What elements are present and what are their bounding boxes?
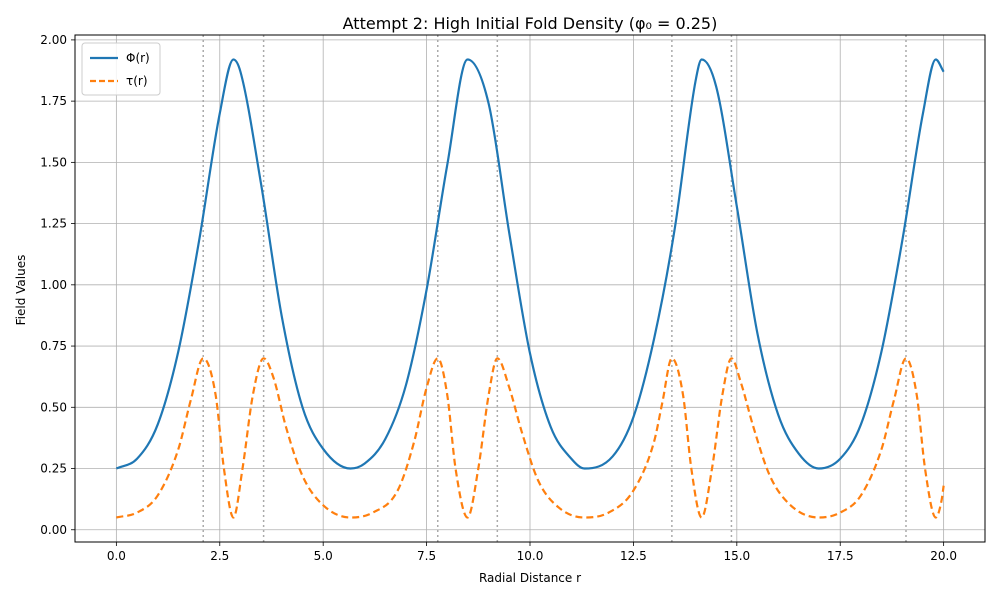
y-tick-label: 1.50 [40, 155, 67, 169]
y-axis-ticks: 0.00 0.25 0.50 0.75 1.00 1.25 1.50 1.75 2.00 [40, 33, 75, 537]
y-tick-label: 0.50 [40, 400, 67, 414]
x-tick-label: 12.5 [620, 549, 647, 563]
x-tick-label: 0.0 [107, 549, 126, 563]
series-line-tau [116, 357, 945, 519]
legend: Φ(r) τ(r) [81, 42, 161, 96]
grid [75, 35, 985, 542]
plot-lines [115, 58, 945, 519]
y-tick-label: 1.75 [40, 94, 67, 108]
vertical-markers [202, 35, 907, 542]
series-line-phi [115, 58, 945, 470]
x-tick-label: 10.0 [517, 549, 544, 563]
y-tick-label: 0.00 [40, 523, 67, 537]
y-tick-label: 1.00 [40, 278, 67, 292]
x-axis-label: Radial Distance r [479, 571, 581, 585]
y-tick-label: 1.25 [40, 217, 67, 231]
x-tick-label: 20.0 [930, 549, 957, 563]
x-tick-label: 15.0 [723, 549, 750, 563]
x-axis-ticks: 0.0 2.5 5.0 7.5 10.0 12.5 15.0 17.5 20.0 [107, 542, 957, 563]
x-tick-label: 17.5 [827, 549, 854, 563]
y-axis-label: Field Values [14, 255, 28, 326]
y-tick-label: 2.00 [40, 33, 67, 47]
chart-title: Attempt 2: High Initial Fold Density (φ₀… [343, 14, 718, 33]
y-tick-label: 0.25 [40, 462, 67, 476]
x-tick-label: 5.0 [314, 549, 333, 563]
x-tick-label: 7.5 [417, 549, 436, 563]
legend-label-tau: τ(r) [126, 74, 148, 88]
y-tick-label: 0.75 [40, 339, 67, 353]
x-tick-label: 2.5 [210, 549, 229, 563]
legend-label-phi: Φ(r) [126, 51, 150, 65]
